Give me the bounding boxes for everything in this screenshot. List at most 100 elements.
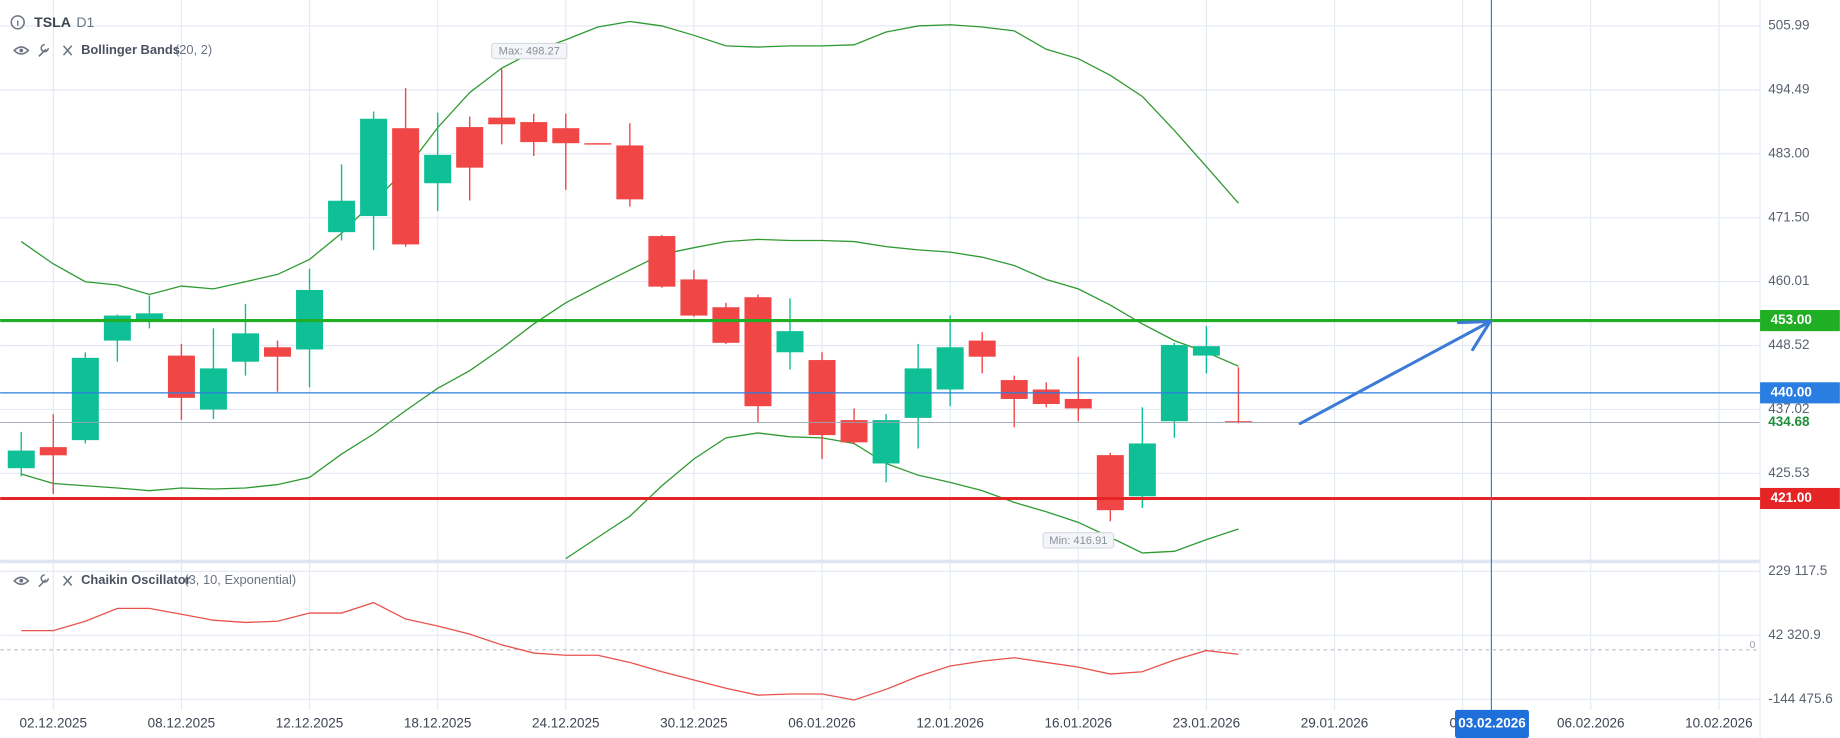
candle-body <box>231 333 259 362</box>
trend-arrow[interactable] <box>1298 319 1492 426</box>
candle-body <box>680 279 708 316</box>
max-annotation: Max: 498.27 <box>491 42 568 60</box>
max-label: Max: 498.27 <box>499 46 560 58</box>
candle-body <box>584 143 612 145</box>
min-label: Min: 416.91 <box>1049 535 1107 547</box>
candle-body <box>488 117 516 125</box>
candle-body <box>744 297 772 407</box>
oscillator-line <box>21 601 1239 701</box>
candle-body <box>1160 345 1188 422</box>
y-tick-label: 42 320.9 <box>1768 627 1821 642</box>
candle-body <box>392 128 420 245</box>
y-tick-label: 494.49 <box>1768 81 1809 96</box>
level-label: 421.00 <box>1771 490 1812 505</box>
zero-label: 0 <box>1750 639 1756 651</box>
candle-body <box>840 420 868 443</box>
level-box <box>1760 487 1840 510</box>
info-icon[interactable] <box>10 15 25 30</box>
x-tick-label: 23.01.2026 <box>1173 715 1241 730</box>
candle-body <box>936 347 964 390</box>
x-tick-label: 08.12.2025 <box>148 715 216 730</box>
y-tick-label: 483.00 <box>1768 145 1809 160</box>
candle-body <box>872 420 900 464</box>
candle-body <box>776 331 804 353</box>
candle-body <box>424 154 452 184</box>
x-tick-label: 29.01.2026 <box>1301 715 1369 730</box>
x-tick-label: 12.01.2026 <box>916 715 984 730</box>
y-tick-label: -144 475.6 <box>1768 691 1832 706</box>
y-tick-label: 448.52 <box>1768 337 1809 352</box>
band-line <box>20 20 1239 296</box>
indicator-params: (3, 10, Exponential) <box>184 572 296 587</box>
level-box <box>1760 310 1840 332</box>
min-annotation: Min: 416.91 <box>1042 532 1115 549</box>
annotation-box <box>1042 532 1115 549</box>
candle-body <box>1192 346 1220 356</box>
candle-body <box>520 122 548 143</box>
current-price-label: 434.68 <box>1768 414 1810 429</box>
crosshair-label: 03.02.2026 <box>1458 715 1526 730</box>
candle-body <box>648 236 676 287</box>
candle-body <box>712 307 740 343</box>
y-tick-label: 460.01 <box>1768 273 1809 288</box>
candle-body <box>968 340 996 357</box>
crosshair-box <box>1455 709 1529 738</box>
candle-body <box>71 357 99 441</box>
band-line <box>565 432 1239 560</box>
chart-header: TSLA D1 <box>10 14 95 30</box>
x-tick-label: 30.12.2025 <box>660 715 727 730</box>
candle-body <box>1032 389 1060 404</box>
x-tick-label: 18.12.2025 <box>404 715 472 730</box>
candle-body <box>1000 380 1028 399</box>
y-tick-label: 425.53 <box>1768 465 1809 480</box>
x-tick-label: 06.02.2026 <box>1557 715 1625 730</box>
level-box <box>1760 382 1840 404</box>
remove-icon[interactable] <box>62 575 73 586</box>
candle-body <box>39 447 67 456</box>
candle-body <box>456 127 484 168</box>
candle-body <box>199 368 227 410</box>
candle-body <box>328 200 356 233</box>
y-tick-label: 471.50 <box>1768 209 1809 224</box>
candle-body <box>1224 421 1252 423</box>
eye-icon[interactable] <box>13 576 30 586</box>
candle-body <box>552 128 580 144</box>
candle-body <box>1064 398 1092 409</box>
candle-body <box>360 118 388 217</box>
annotation-box <box>491 42 568 60</box>
crosshair-date: 03.02.2026 <box>1455 709 1529 738</box>
candle-body <box>1128 443 1156 497</box>
settings-icon[interactable] <box>38 43 50 57</box>
level-label: 453.00 <box>1771 312 1812 327</box>
oscillator-header: Chaikin Oscillator (3, 10, Exponential) <box>13 572 296 588</box>
level-label: 440.00 <box>1771 384 1812 399</box>
timeframe: D1 <box>76 14 94 30</box>
y-tick-label: 505.99 <box>1768 18 1809 33</box>
y-tick-label: 229 117.5 <box>1768 563 1827 578</box>
candle-body <box>7 450 35 469</box>
oscillator-panel <box>0 601 1761 701</box>
x-tick-label: 02.12.2025 <box>20 715 88 730</box>
candle-body <box>264 347 291 357</box>
band-line <box>21 238 1239 492</box>
candle-body <box>616 145 644 200</box>
settings-icon[interactable] <box>38 574 50 588</box>
x-tick-label: 24.12.2025 <box>532 715 600 730</box>
remove-icon[interactable] <box>62 45 73 56</box>
x-tick-label: 10.02.2026 <box>1685 715 1753 730</box>
candle-body <box>167 355 195 398</box>
indicator-name: Chaikin Oscillator <box>81 572 191 587</box>
x-tick-label: 16.01.2026 <box>1045 715 1113 730</box>
current-price-box <box>1761 413 1840 432</box>
candle-body <box>135 313 163 321</box>
symbol: TSLA <box>34 14 71 30</box>
indicator-header: Bollinger Bands (20, 2) <box>13 42 212 57</box>
candle-body <box>1096 455 1124 511</box>
y-tick-label: 437.02 <box>1768 401 1809 416</box>
eye-icon[interactable] <box>13 46 30 55</box>
candle-body <box>808 360 836 436</box>
x-tick-label: 12.12.2025 <box>276 715 344 730</box>
panel-separator <box>0 559 1761 564</box>
indicator-name: Bollinger Bands <box>81 42 180 57</box>
